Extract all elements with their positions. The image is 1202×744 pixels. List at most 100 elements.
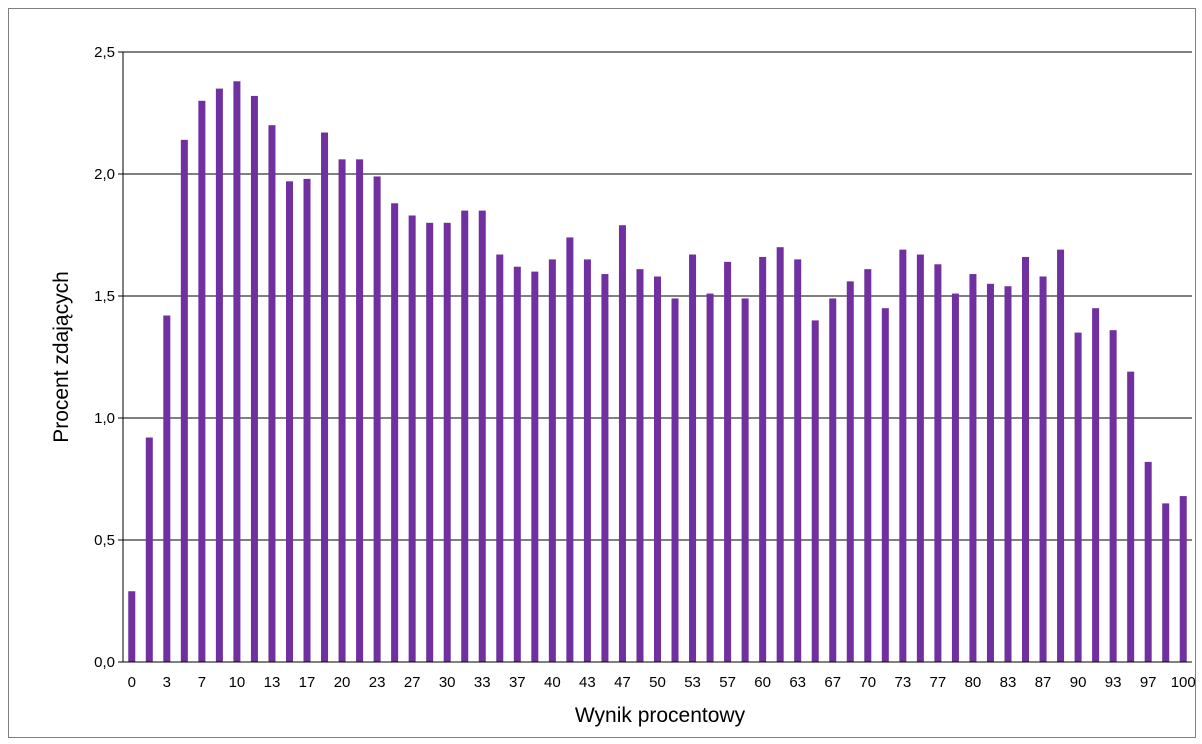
bar bbox=[1127, 371, 1135, 662]
x-tick-label: 3 bbox=[163, 674, 171, 691]
x-tick-label: 27 bbox=[404, 674, 421, 691]
bar bbox=[268, 125, 276, 662]
axes bbox=[118, 51, 1192, 663]
bar bbox=[548, 259, 556, 662]
bar bbox=[654, 276, 662, 662]
bar bbox=[461, 210, 469, 662]
y-tick-label: 1,5 bbox=[94, 288, 115, 305]
bar bbox=[128, 591, 136, 662]
bar bbox=[986, 283, 994, 662]
bar bbox=[618, 225, 626, 663]
bar bbox=[531, 271, 539, 662]
bar bbox=[1074, 332, 1082, 662]
x-tick-label: 17 bbox=[299, 674, 316, 691]
bar bbox=[215, 88, 223, 663]
bar bbox=[391, 203, 399, 662]
bar bbox=[1022, 256, 1030, 662]
x-tick-label: 7 bbox=[198, 674, 206, 691]
bar bbox=[373, 176, 381, 662]
bar bbox=[811, 320, 819, 662]
bar bbox=[1162, 503, 1170, 662]
x-tick-label: 90 bbox=[1070, 674, 1087, 691]
bar bbox=[846, 281, 854, 662]
bar bbox=[426, 222, 434, 663]
x-tick-label: 37 bbox=[509, 674, 526, 691]
x-tick-label: 67 bbox=[824, 674, 841, 691]
x-tick-label: 100 bbox=[1171, 674, 1196, 691]
x-tick-label: 30 bbox=[439, 674, 456, 691]
bar bbox=[671, 298, 679, 662]
bar bbox=[724, 261, 732, 662]
bar bbox=[1144, 461, 1152, 662]
y-tick-label: 0,5 bbox=[94, 532, 115, 549]
x-tick-label: 53 bbox=[684, 674, 701, 691]
bar bbox=[163, 315, 171, 662]
bar bbox=[794, 259, 802, 662]
x-axis-title: Wynik procentowy bbox=[575, 704, 746, 727]
bar bbox=[233, 81, 241, 662]
x-tick-label: 50 bbox=[649, 674, 666, 691]
bar bbox=[951, 293, 959, 662]
y-tick-label: 2,5 bbox=[94, 44, 115, 61]
bar bbox=[899, 249, 907, 662]
bar bbox=[145, 437, 153, 662]
x-tick-label: 73 bbox=[894, 674, 911, 691]
bar bbox=[934, 264, 942, 662]
bar bbox=[356, 159, 364, 663]
bar bbox=[741, 298, 749, 662]
x-tick-label: 0 bbox=[128, 674, 136, 691]
x-tick-labels: 0 3 7 10 13 17 20 23 27 30 33 37 40 43 47 50 53 57 60 63 67 7… bbox=[128, 674, 1196, 691]
bar bbox=[969, 274, 977, 662]
x-tick-label: 83 bbox=[1000, 674, 1017, 691]
bar bbox=[776, 247, 784, 662]
bar bbox=[443, 222, 451, 663]
bar bbox=[285, 181, 293, 662]
x-tick-label: 13 bbox=[264, 674, 281, 691]
x-tick-label: 47 bbox=[614, 674, 631, 691]
bar bbox=[478, 210, 486, 662]
bar bbox=[636, 269, 644, 662]
x-tick-label: 40 bbox=[544, 674, 561, 691]
bar bbox=[321, 132, 329, 662]
x-tick-label: 77 bbox=[930, 674, 947, 691]
y-tick-label: 1,0 bbox=[94, 410, 115, 427]
bar bbox=[250, 95, 258, 663]
y-tick-labels: 0,0 0,5 1,0 1,5 2,0 2,5 bbox=[94, 44, 115, 671]
bar bbox=[1179, 496, 1187, 662]
x-tick-label: 97 bbox=[1140, 674, 1157, 691]
x-tick-label: 63 bbox=[789, 674, 806, 691]
bar bbox=[916, 254, 924, 662]
bar bbox=[1109, 330, 1117, 662]
bar bbox=[864, 269, 872, 662]
x-tick-label: 93 bbox=[1105, 674, 1122, 691]
x-tick-label: 10 bbox=[229, 674, 246, 691]
bar bbox=[706, 293, 714, 662]
y-axis-title: Procent zdających bbox=[50, 271, 73, 443]
x-tick-label: 23 bbox=[369, 674, 386, 691]
x-tick-label: 43 bbox=[579, 674, 596, 691]
bar bbox=[601, 274, 609, 662]
bar bbox=[689, 254, 697, 662]
bar bbox=[513, 266, 521, 662]
bar bbox=[829, 298, 837, 662]
bar bbox=[180, 139, 188, 663]
x-tick-label: 57 bbox=[719, 674, 736, 691]
x-tick-label: 87 bbox=[1035, 674, 1052, 691]
bar bbox=[303, 178, 311, 662]
y-tick-label: 2,0 bbox=[94, 166, 115, 183]
bar bbox=[198, 100, 206, 663]
x-tick-label: 70 bbox=[859, 674, 876, 691]
bar bbox=[1004, 286, 1012, 662]
x-tick-label: 60 bbox=[754, 674, 771, 691]
bar bbox=[881, 308, 889, 662]
bar bbox=[1057, 249, 1065, 662]
x-tick-label: 33 bbox=[474, 674, 491, 691]
bar bbox=[496, 254, 504, 662]
x-tick-label: 20 bbox=[334, 674, 351, 691]
bars bbox=[128, 81, 1187, 663]
bar bbox=[1092, 308, 1100, 662]
bar bbox=[566, 237, 574, 662]
bar bbox=[759, 256, 767, 662]
x-tick-label: 80 bbox=[965, 674, 982, 691]
